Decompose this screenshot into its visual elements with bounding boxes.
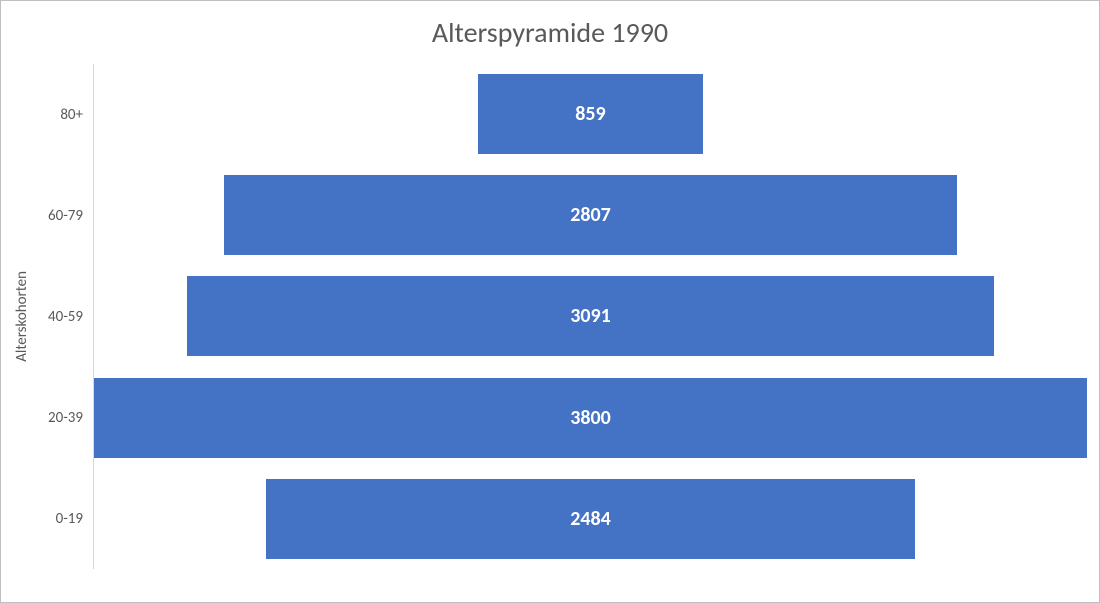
y-tick-label: 20-39	[35, 409, 83, 427]
bar-row: 2807	[94, 175, 1087, 255]
bar: 2484	[266, 479, 915, 559]
chart-body: Alterskohorten 80+ 60-79 40-59 20-39 0-1…	[13, 64, 1087, 569]
bar-row: 859	[94, 74, 1087, 154]
bar-row: 3800	[94, 378, 1087, 458]
y-tick-label: 80+	[35, 106, 83, 124]
bar: 3091	[187, 276, 995, 356]
bar-row: 2484	[94, 479, 1087, 559]
y-axis-label: Alterskohorten	[13, 271, 31, 362]
y-tick-label: 40-59	[35, 308, 83, 326]
chart-title: Alterspyramide 1990	[13, 15, 1087, 50]
bar: 859	[478, 74, 702, 154]
bar: 2807	[224, 175, 958, 255]
plot-area: 859 2807 3091 3800 2484	[93, 64, 1087, 569]
chart-container: Alterspyramide 1990 Alterskohorten 80+ 6…	[0, 0, 1100, 603]
y-tick-label: 0-19	[35, 510, 83, 528]
y-tick-label: 60-79	[35, 207, 83, 225]
bar: 3800	[94, 378, 1087, 458]
y-axis-ticks: 80+ 60-79 40-59 20-39 0-19	[35, 64, 93, 569]
bar-row: 3091	[94, 276, 1087, 356]
